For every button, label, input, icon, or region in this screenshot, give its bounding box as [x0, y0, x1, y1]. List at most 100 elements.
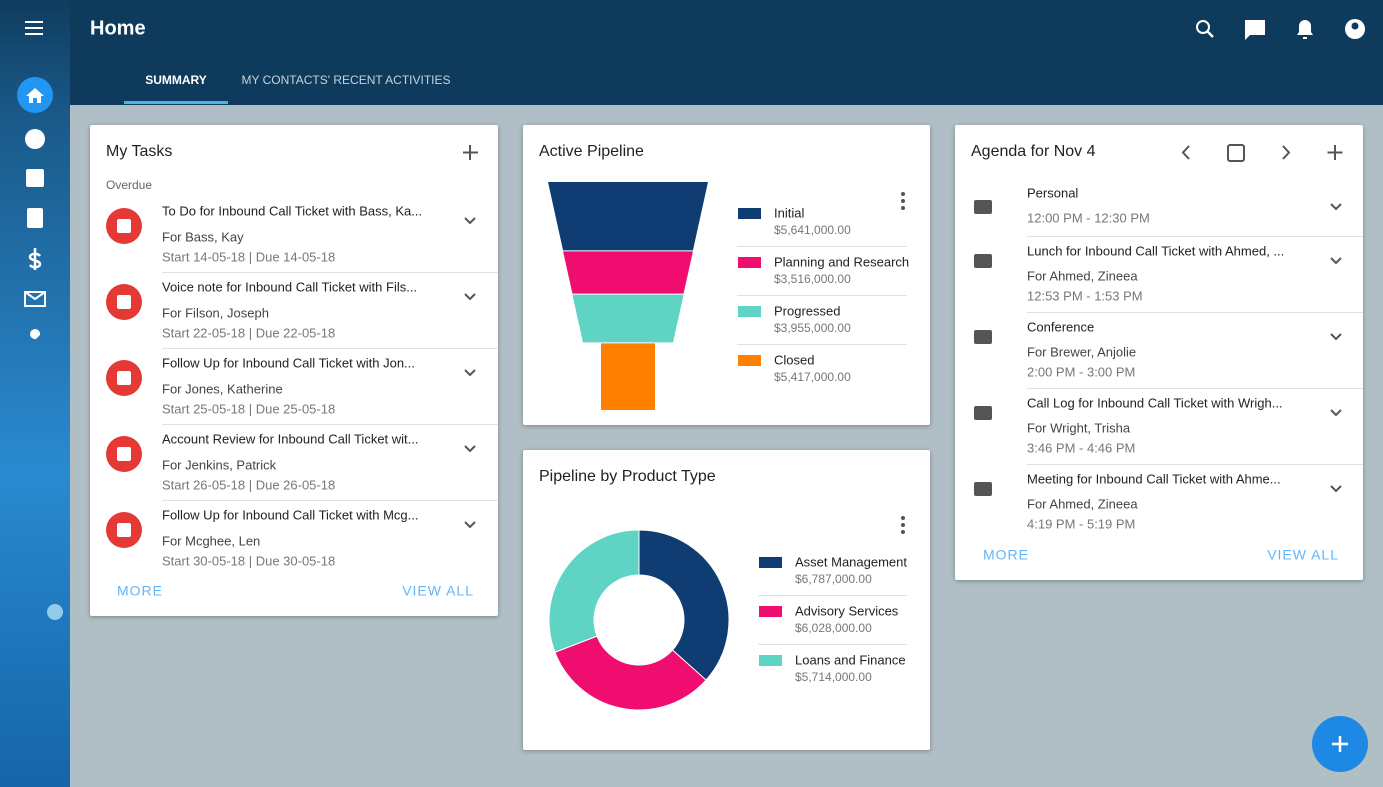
fab-plus: [1332, 736, 1348, 752]
more-button[interactable]: MORE: [983, 547, 1029, 563]
legend-swatch: [759, 606, 782, 617]
card-title: Active Pipeline: [539, 143, 644, 160]
next-day[interactable]: [1282, 145, 1291, 160]
legend-value: $6,787,000.00: [795, 572, 872, 586]
expand-icon[interactable]: [1330, 485, 1342, 493]
card-title: Agenda for Nov 4: [971, 143, 1096, 160]
expand-icon[interactable]: [1330, 333, 1342, 341]
task-dates: Start 25-05-18 | Due 25-05-18: [162, 401, 335, 416]
task-dates: Start 30-05-18 | Due 30-05-18: [162, 553, 335, 568]
nav-icon[interactable]: [25, 129, 45, 149]
tab-indicator: [124, 101, 228, 104]
expand-icon[interactable]: [464, 521, 476, 529]
task-for: For Jones, Katherine: [162, 381, 283, 396]
tab[interactable]: MY CONTACTS' RECENT ACTIVITIES: [242, 73, 451, 87]
nav-icon[interactable]: [28, 248, 42, 270]
expand-icon[interactable]: [464, 293, 476, 301]
section-label: Overdue: [106, 178, 152, 192]
task-for: For Bass, Kay: [162, 229, 244, 244]
legend-value: $6,028,000.00: [795, 621, 872, 635]
task-for: For Filson, Joseph: [162, 305, 269, 320]
expand-icon[interactable]: [464, 217, 476, 225]
nav-icon[interactable]: [26, 169, 44, 187]
funnel-segment: [601, 343, 655, 410]
agenda-title: Lunch for Inbound Call Ticket with Ahmed…: [1027, 243, 1284, 258]
expand-icon[interactable]: [464, 369, 476, 377]
add-icon[interactable]: [463, 145, 478, 160]
legend-swatch: [738, 355, 761, 366]
agenda-title: Conference: [1027, 319, 1094, 334]
calendar-icon[interactable]: [1227, 144, 1245, 162]
task-dates: Start 22-05-18 | Due 22-05-18: [162, 325, 335, 340]
expand-icon[interactable]: [464, 445, 476, 453]
bell-icon[interactable]: [1297, 20, 1313, 39]
legend-swatch: [759, 557, 782, 568]
expand-icon[interactable]: [1330, 203, 1342, 211]
sidebar: [0, 0, 70, 787]
bokeh: [47, 604, 63, 620]
legend-value: $3,955,000.00: [774, 321, 851, 335]
legend-swatch: [759, 655, 782, 666]
account-icon-head: [1351, 22, 1359, 30]
donut-slice: [548, 529, 640, 653]
task-for: For Mcghee, Len: [162, 533, 260, 548]
legend-label: Closed: [774, 352, 814, 367]
legend-label: Planning and Research: [774, 254, 909, 269]
agenda-for: For Brewer, Anjolie: [1027, 344, 1136, 359]
task-icon-glyph: [117, 523, 131, 537]
agenda-time: 12:00 PM - 12:30 PM: [1027, 210, 1150, 225]
more-options[interactable]: [901, 523, 905, 527]
task-icon-glyph: [117, 447, 131, 461]
task-icon-glyph: [117, 219, 131, 233]
funnel-segment: [563, 251, 693, 294]
task-icon-glyph: [117, 371, 131, 385]
task-title: Account Review for Inbound Call Ticket w…: [162, 431, 419, 446]
page-title: Home: [90, 17, 146, 39]
nav-icon[interactable]: [27, 208, 43, 228]
chat-icon[interactable]: [1245, 20, 1265, 40]
search-icon[interactable]: [1196, 20, 1210, 34]
more-options[interactable]: [901, 199, 905, 203]
previous-day[interactable]: [1181, 145, 1190, 160]
legend-value: $5,714,000.00: [795, 670, 872, 684]
tab[interactable]: SUMMARY: [145, 73, 207, 87]
agenda-time: 4:19 PM - 5:19 PM: [1027, 516, 1135, 531]
more-options[interactable]: [901, 516, 905, 520]
more-button[interactable]: MORE: [117, 583, 163, 599]
more-options[interactable]: [901, 206, 905, 210]
donut-slice: [638, 529, 730, 681]
funnel-segment: [548, 182, 708, 251]
view-all-button[interactable]: VIEW ALL: [1267, 547, 1339, 563]
expand-icon[interactable]: [1330, 257, 1342, 265]
legend-swatch: [738, 208, 761, 219]
nav-icon[interactable]: [24, 291, 46, 307]
expand-icon[interactable]: [1330, 409, 1342, 417]
legend-label: Loans and Finance: [795, 652, 906, 667]
task-dates: Start 26-05-18 | Due 26-05-18: [162, 477, 335, 492]
task-title: To Do for Inbound Call Ticket with Bass,…: [162, 203, 422, 218]
agenda-title: Personal: [1027, 185, 1078, 200]
more-options[interactable]: [901, 192, 905, 196]
card-title: My Tasks: [106, 143, 172, 160]
legend-label: Advisory Services: [795, 603, 899, 618]
add-icon[interactable]: [1327, 145, 1343, 160]
tasks-card: [90, 125, 498, 616]
agenda-time: 12:53 PM - 1:53 PM: [1027, 288, 1143, 303]
view-all-button[interactable]: VIEW ALL: [402, 583, 474, 599]
header: [70, 0, 1383, 105]
funnel-segment: [572, 294, 684, 343]
agenda-for: For Ahmed, Zineea: [1027, 268, 1138, 283]
legend-value: $5,641,000.00: [774, 223, 851, 237]
agenda-time: 2:00 PM - 3:00 PM: [1027, 364, 1135, 379]
more-options[interactable]: [901, 530, 905, 534]
menu-icon[interactable]: [25, 21, 43, 35]
agenda-icon: [974, 200, 992, 214]
task-dates: Start 14-05-18 | Due 14-05-18: [162, 249, 335, 264]
task-for: For Jenkins, Patrick: [162, 457, 277, 472]
nav-icon[interactable]: [27, 329, 41, 348]
legend-label: Progressed: [774, 303, 840, 318]
legend-label: Initial: [774, 205, 804, 220]
legend-swatch: [738, 306, 761, 317]
